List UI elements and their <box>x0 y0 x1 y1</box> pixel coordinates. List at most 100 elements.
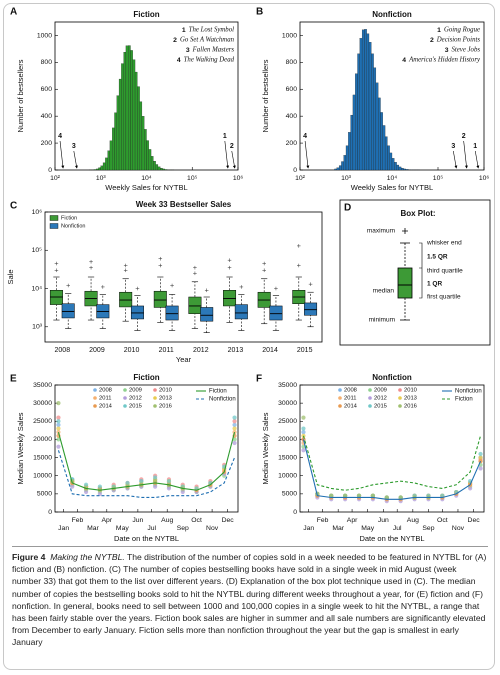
x-tick-label: Nov <box>206 525 219 532</box>
histogram-bar <box>371 53 374 171</box>
histogram-bar <box>389 152 393 171</box>
legend-label: Fiction <box>455 397 473 403</box>
scatter-point <box>166 479 172 484</box>
guide-label: third quartile <box>427 268 463 275</box>
book-number: 3 <box>186 47 190 54</box>
legend-label: 2011 <box>344 396 356 402</box>
y-tick-label: 0 <box>293 509 297 516</box>
legend-label: 2008 <box>344 388 357 394</box>
histogram-bar <box>112 127 115 171</box>
y-axis-label: Number of bestsellers <box>16 59 25 132</box>
plot-area <box>299 384 485 513</box>
legend-label: Fiction <box>61 215 77 221</box>
annotation-label: 4 <box>58 133 62 140</box>
scatter-point <box>468 486 473 491</box>
x-axis-label: Weekly Sales for NYTBL <box>105 183 187 192</box>
histogram-bar <box>394 162 397 171</box>
x-tick-label: 10² <box>50 175 61 182</box>
histogram-bar <box>368 42 372 171</box>
histogram-bar <box>380 112 383 171</box>
book-title: Steve Jobs <box>452 47 481 54</box>
guide-title: Box Plot: <box>400 209 435 218</box>
y-tick-label: 10³ <box>32 324 43 331</box>
legend-swatch <box>49 215 59 221</box>
legend-marker <box>368 388 372 392</box>
histogram-bar <box>162 168 165 171</box>
flier <box>89 265 93 270</box>
y-tick-label: 400 <box>286 113 298 120</box>
scatter-point <box>139 479 144 484</box>
legend-label: 2011 <box>99 396 111 402</box>
legend-marker <box>368 396 372 400</box>
series-line <box>57 432 236 491</box>
scatter-point <box>70 484 75 489</box>
x-tick-label: 2012 <box>193 347 209 354</box>
x-tick-label: 10² <box>295 175 306 182</box>
annotation-label: 2 <box>462 133 466 140</box>
legend-label: 2010 <box>159 388 172 394</box>
scatter-point <box>398 495 403 500</box>
book-title: The Lost Symbol <box>189 27 234 34</box>
y-tick-label: 600 <box>286 86 298 93</box>
scatter-point <box>343 493 348 498</box>
histogram-bar <box>384 136 388 171</box>
x-tick-label: Feb <box>317 517 329 524</box>
histogram-bar <box>366 33 370 171</box>
scatter-point <box>232 419 237 424</box>
scatter-point <box>166 486 172 491</box>
legend-label: 2015 <box>129 404 142 410</box>
scatter-point <box>153 484 158 489</box>
histogram-bar <box>123 52 127 171</box>
y-axis-label: Sale <box>6 269 15 284</box>
x-tick-label: 2008 <box>55 347 71 354</box>
y-tick-label: 1000 <box>282 32 297 39</box>
histogram-bar <box>345 145 349 171</box>
x-tick-label: Jan <box>58 525 69 532</box>
scatter-point <box>125 480 130 486</box>
histogram-bar <box>164 169 168 171</box>
x-tick-label: Apr <box>102 517 113 524</box>
y-tick-label: 0 <box>48 167 52 174</box>
annotation-arrow <box>304 140 310 169</box>
histogram-bar <box>160 167 163 171</box>
box <box>269 305 283 321</box>
y-tick-label: 25000 <box>278 418 297 425</box>
histogram-bar <box>130 50 133 171</box>
y-axis-label: Number of bestsellers <box>261 59 270 132</box>
guide-label: median <box>373 288 395 295</box>
series-line <box>302 435 482 491</box>
x-tick-label: Nov <box>452 525 465 532</box>
x-tick-label: 10⁵ <box>433 175 444 182</box>
histogram-bar <box>107 150 111 171</box>
bracket <box>419 242 423 299</box>
box <box>188 296 202 314</box>
legend-marker <box>93 388 97 392</box>
histogram-bar <box>361 29 365 171</box>
flier <box>308 282 313 286</box>
legend-swatch <box>49 223 59 229</box>
histogram-bar <box>102 162 106 171</box>
flier <box>123 268 128 273</box>
book-title: The Walking Dead <box>184 57 235 64</box>
histogram-bar <box>116 95 120 171</box>
legend-label: 2010 <box>404 388 417 394</box>
x-tick-label: Jul <box>393 525 402 532</box>
series-line <box>57 450 236 499</box>
histogram-bar <box>387 145 390 171</box>
legend-label: 2009 <box>129 388 142 394</box>
annotation-label: 1 <box>473 143 477 150</box>
legend-label: 2012 <box>129 396 142 402</box>
histogram-bar <box>401 167 404 171</box>
legend-marker <box>123 396 127 400</box>
x-tick-label: Jul <box>147 525 156 532</box>
legend-marker <box>93 404 97 408</box>
x-tick-label: Jun <box>378 517 389 524</box>
x-axis-label: Weekly Sales for NYTBL <box>351 183 433 192</box>
max-marker <box>402 228 408 234</box>
box <box>119 291 133 308</box>
scatter-point <box>56 419 61 424</box>
x-tick-label: May <box>361 525 374 532</box>
annotation-arrow <box>463 140 468 169</box>
histogram-bar <box>338 165 342 171</box>
histogram-bar <box>155 164 159 171</box>
